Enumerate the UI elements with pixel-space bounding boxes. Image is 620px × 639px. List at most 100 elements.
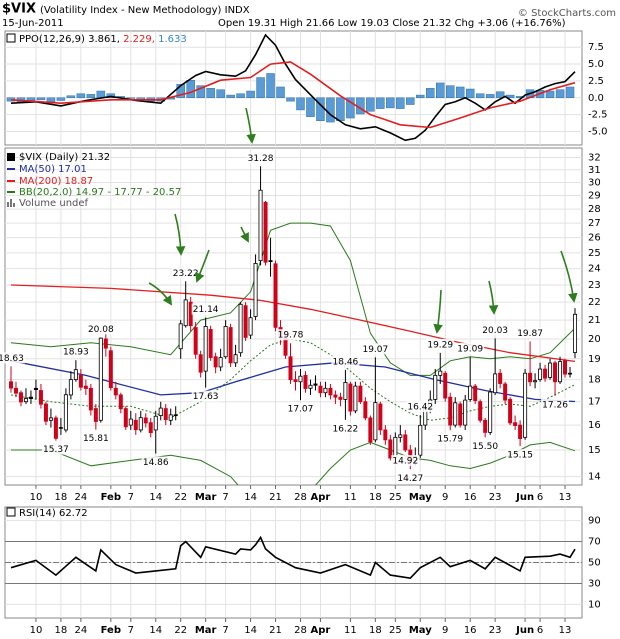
histogram-bar bbox=[96, 90, 106, 99]
price-label-box bbox=[471, 440, 500, 452]
histogram-bar bbox=[406, 97, 415, 105]
price-label: 16.42 bbox=[407, 403, 433, 413]
candle-body bbox=[293, 379, 298, 382]
rsi-legend: RSI(14) 62.72 bbox=[6, 507, 88, 519]
candle-body bbox=[78, 374, 83, 388]
x-tick-label: 14 bbox=[149, 492, 162, 503]
histogram-bar bbox=[306, 97, 315, 117]
price-label-box bbox=[246, 152, 275, 164]
price-label: 19.29 bbox=[427, 340, 453, 350]
plot-area bbox=[8, 166, 578, 485]
price-label-box bbox=[331, 422, 360, 434]
candle-body bbox=[153, 415, 158, 431]
histogram-bar bbox=[56, 97, 66, 101]
price-label: 17.07 bbox=[288, 405, 314, 415]
hand-arrows bbox=[148, 107, 578, 334]
x-tick-label: May bbox=[409, 625, 432, 636]
x-tick-label: 25 bbox=[389, 625, 402, 636]
x-tick-label: 6 bbox=[537, 492, 543, 503]
y-tick-label: -5.0 bbox=[588, 127, 608, 138]
candle-body bbox=[263, 201, 268, 263]
histogram-bar bbox=[206, 88, 215, 99]
candle-body bbox=[453, 402, 458, 426]
price-label-box bbox=[171, 267, 200, 279]
x-tick-label: 18 bbox=[369, 625, 382, 636]
y-tick-label: -2.5 bbox=[588, 110, 608, 121]
price-label: 15.79 bbox=[437, 435, 463, 445]
histogram-bar bbox=[256, 77, 265, 99]
y-tick-label: 24 bbox=[588, 264, 601, 275]
price-label: 16.22 bbox=[333, 424, 359, 434]
x-tick-label: Feb bbox=[101, 492, 121, 503]
price-label: 19.87 bbox=[517, 329, 543, 339]
histogram-bar bbox=[416, 94, 425, 99]
candle-body bbox=[538, 368, 543, 381]
candle-body bbox=[568, 372, 573, 375]
candle-body bbox=[58, 427, 63, 429]
x-tick-label: 23 bbox=[489, 625, 502, 636]
candle-body bbox=[508, 399, 513, 424]
candle-body bbox=[243, 305, 248, 338]
price-label-box bbox=[81, 432, 110, 444]
y-tick-label: 26 bbox=[588, 233, 601, 244]
price-label-box bbox=[0, 352, 25, 364]
y-tick-label: 27 bbox=[588, 218, 601, 229]
candle-body bbox=[183, 299, 188, 327]
x-tick-label: 14 bbox=[149, 625, 162, 636]
histogram-bar bbox=[46, 97, 56, 103]
arrow bbox=[560, 250, 578, 303]
histogram-bar bbox=[276, 86, 285, 99]
candle-body bbox=[328, 387, 333, 396]
y-tick-label: 28 bbox=[588, 204, 601, 215]
y-tick-label: 22 bbox=[588, 297, 601, 308]
candle-body bbox=[108, 350, 113, 389]
arrow bbox=[433, 289, 443, 334]
candle-body bbox=[468, 385, 473, 400]
histogram-bar bbox=[86, 94, 96, 99]
histogram-bar bbox=[226, 94, 235, 99]
x-tick-label: 7 bbox=[222, 492, 228, 503]
candle-body bbox=[168, 414, 173, 421]
candle-body bbox=[433, 374, 438, 400]
histogram-bar bbox=[196, 85, 205, 99]
candle-body bbox=[448, 396, 453, 426]
candle-body bbox=[248, 317, 253, 336]
candle-body bbox=[548, 362, 553, 378]
price-label-box bbox=[436, 433, 465, 445]
price-label: 21.14 bbox=[193, 305, 219, 315]
candle-body bbox=[478, 401, 483, 421]
y-tick-label: 19 bbox=[588, 354, 601, 365]
y-tick-label: 2.5 bbox=[588, 76, 604, 87]
candle-body bbox=[128, 418, 133, 426]
date: 15-Jun-2011 bbox=[2, 18, 64, 29]
candle-body bbox=[418, 424, 423, 456]
security-name: (Volatility Index - New Methodology) IND… bbox=[40, 5, 250, 16]
candle-body bbox=[338, 396, 343, 400]
candle-body bbox=[63, 394, 68, 431]
panels: -5.0 -2.5 0.0 2.5 5.0 7.5 10 18 24 Feb 7 14 22 Mar 7 14… bbox=[0, 30, 608, 636]
candle-body bbox=[518, 424, 523, 439]
candle-body bbox=[523, 372, 528, 438]
candle-body bbox=[208, 329, 213, 358]
x-tick-label: 21 bbox=[269, 492, 282, 503]
x-tick-label: 21 bbox=[269, 625, 282, 636]
candle-body bbox=[388, 439, 393, 459]
candle-body bbox=[118, 394, 123, 410]
histogram-bar bbox=[436, 82, 445, 99]
y-tick-label: 0.0 bbox=[588, 93, 604, 104]
plot-area bbox=[6, 33, 576, 142]
candle-body bbox=[13, 387, 18, 394]
candle-body bbox=[373, 402, 378, 441]
price-label: 14.86 bbox=[143, 458, 169, 468]
price-label-box bbox=[541, 398, 570, 410]
price-label-box bbox=[191, 390, 220, 402]
histogram-bar bbox=[545, 90, 555, 99]
candle-body bbox=[358, 385, 363, 403]
legend-value: 1.633 bbox=[158, 34, 187, 45]
x-tick-label: 24 bbox=[75, 492, 88, 503]
candle-body bbox=[223, 326, 228, 358]
candle-body bbox=[378, 403, 383, 431]
y-tick-label: 29 bbox=[588, 191, 601, 202]
y-tick-label: 7.5 bbox=[588, 42, 604, 53]
histogram-bar bbox=[246, 90, 255, 99]
